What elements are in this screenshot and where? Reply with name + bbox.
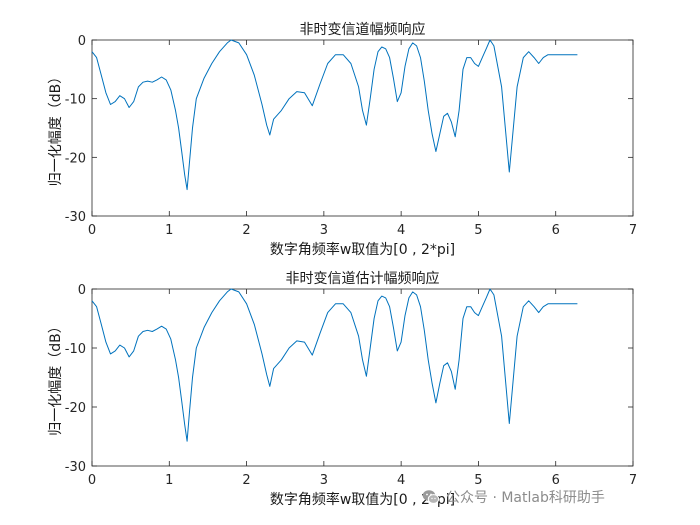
wechat-icon bbox=[422, 490, 440, 504]
chart2-series-line bbox=[91, 288, 578, 442]
chart2-x-tick-label: 1 bbox=[165, 473, 173, 488]
chart2-x-axis-label: 数字角频率w取值为[0 , 2*pi] bbox=[270, 491, 455, 508]
chart2-plot-area bbox=[91, 288, 634, 467]
chart1-x-tick-label: 6 bbox=[552, 223, 560, 238]
chart2-y-axis-label: 归一化幅度（dB） bbox=[47, 319, 64, 436]
chart2-x-tick-label: 3 bbox=[320, 473, 328, 488]
chart1-y-tick-label: -30 bbox=[65, 210, 86, 225]
chart1-x-tick-label: 7 bbox=[629, 223, 637, 238]
chart2-x-tick-label: 0 bbox=[88, 473, 96, 488]
chart1-y-axis-label: 归一化幅度（dB） bbox=[47, 70, 64, 187]
chart2-y-tick-label: 0 bbox=[78, 283, 86, 298]
chart1-x-tick-label: 4 bbox=[397, 223, 405, 238]
watermark-text: 公众号 · Matlab科研助手 bbox=[446, 490, 605, 506]
chart2-x-tick-label: 6 bbox=[552, 473, 560, 488]
chart1-title: 非时变信道幅频响应 bbox=[300, 21, 426, 38]
chart1-plot-area bbox=[91, 39, 634, 217]
chart1-y-tick-label: 0 bbox=[78, 34, 86, 49]
chart1-x-tick-label: 1 bbox=[165, 223, 173, 238]
chart2-y-tick-label: -10 bbox=[65, 342, 86, 357]
watermark: 公众号 · Matlab科研助手 bbox=[422, 486, 605, 508]
chart1-x-axis-label: 数字角频率w取值为[0 , 2*pi] bbox=[270, 241, 455, 258]
chart1-x-tick-label: 5 bbox=[474, 223, 482, 238]
chart1-x-tick-label: 0 bbox=[88, 223, 96, 238]
chart2-y-tick-label: -30 bbox=[65, 460, 86, 475]
chart2-x-tick-label: 2 bbox=[242, 473, 250, 488]
chart1-y-tick-label: -20 bbox=[65, 151, 86, 166]
chart1-series-line bbox=[91, 39, 578, 191]
chart2-title: 非时变信道估计幅频响应 bbox=[286, 270, 440, 287]
chart1-x-tick-label: 3 bbox=[320, 223, 328, 238]
chart2-y-tick-label: -20 bbox=[65, 401, 86, 416]
chart2-x-tick-label: 4 bbox=[397, 473, 405, 488]
chart1-y-tick-label: -10 bbox=[65, 93, 86, 108]
chart2-x-tick-label: 5 bbox=[474, 473, 482, 488]
chart2-x-tick-label: 7 bbox=[629, 473, 637, 488]
chart1-x-tick-label: 2 bbox=[242, 223, 250, 238]
